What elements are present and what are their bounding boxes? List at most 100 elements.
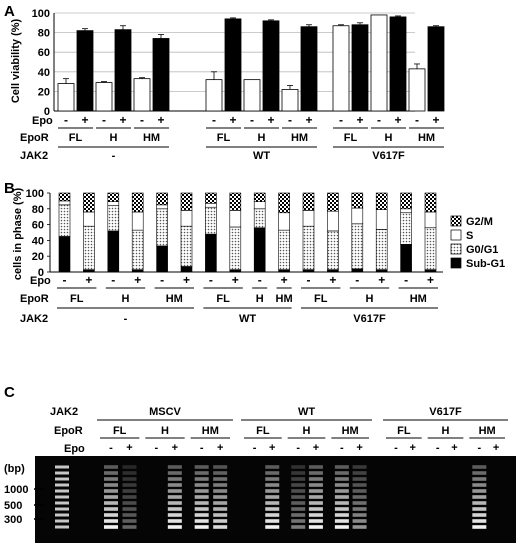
gel-lane-band	[213, 489, 228, 493]
panel-b-bar-segment	[375, 209, 388, 230]
panel-b-y-tick-label: 80	[32, 204, 44, 216]
gel-lane-band	[104, 465, 119, 469]
gel-lane-band	[213, 525, 228, 529]
gel-lane-band	[291, 489, 306, 493]
panel-a-epo-sign: +	[356, 113, 363, 127]
panel-b-epo-sign: -	[111, 273, 115, 287]
panel-b-bar-segment	[253, 192, 266, 202]
gel-epo-label: Epo	[64, 443, 85, 455]
gel-marker-label: 300	[4, 514, 22, 526]
gel-lane-band	[291, 465, 306, 469]
gel-lane-band	[104, 507, 119, 511]
gel-epor-label: HM	[479, 425, 496, 437]
gel-lane-band	[104, 495, 119, 499]
gel-lane-band	[308, 519, 323, 523]
panel-b-bar-segment	[58, 192, 71, 202]
gel-lane-band	[334, 489, 349, 493]
gel-lane-band	[334, 477, 349, 481]
panel-a-epor-label: HM	[291, 132, 308, 144]
gel-lane-band	[167, 519, 182, 523]
panel-a-bar-epo-plus	[224, 18, 242, 112]
panel-b-bar-segment	[107, 205, 120, 232]
panel-b-bar-segment	[229, 210, 242, 228]
panel-b-epo-sign: -	[160, 273, 164, 287]
gel-ladder-band	[55, 507, 69, 511]
gel-ladder-band	[55, 471, 69, 475]
panel-b-legend-label: G0/G1	[466, 244, 498, 256]
gel-lane-band	[334, 507, 349, 511]
panel-b-bar-segment	[327, 230, 339, 270]
gel-lane-band	[472, 519, 487, 523]
panel-a-bar-epo-minus	[281, 89, 299, 112]
panel-b-bar-segment	[424, 211, 437, 229]
panel-b-bar-segment	[278, 229, 290, 270]
panel-a-epor-row-label: EpoR	[20, 132, 49, 144]
panel-b-bar-segment	[424, 269, 437, 273]
gel-image	[35, 456, 516, 543]
panel-b-legend-label: S	[466, 230, 473, 242]
panel-a-bar-epo-plus	[427, 26, 445, 112]
panel-b-epor-label: FL	[216, 293, 230, 305]
panel-a-bar-epo-minus	[133, 78, 151, 112]
panel-a-epo-sign: -	[212, 113, 216, 127]
gel-lane-band	[265, 525, 280, 529]
gel-lane-band	[265, 477, 280, 481]
panel-b-epo-sign: +	[183, 273, 190, 287]
gel-lane-band	[472, 465, 487, 469]
panel-b-legend-swatch	[450, 257, 462, 269]
panel-a-bar-epo-plus	[262, 20, 280, 112]
gel-lane-band	[194, 519, 209, 523]
panel-b-bar-segment	[375, 269, 388, 273]
panel-b-bar-segment	[424, 192, 437, 213]
panel-b-bar-segment	[83, 269, 95, 273]
gel-epo-sign: -	[253, 442, 257, 454]
gel-lane-band	[122, 465, 137, 469]
panel-b-bar-segment	[205, 202, 217, 208]
panel-a-epor-label: HM	[143, 132, 160, 144]
panel-b-epo-sign: +	[378, 273, 385, 287]
gel-ladder-band	[55, 519, 69, 523]
gel-epor-label: FL	[113, 425, 127, 437]
gel-lane-band	[334, 519, 349, 523]
panel-b-bar-segment	[131, 269, 144, 273]
gel-lane-band	[265, 471, 280, 475]
gel-epor-label: HM	[202, 425, 219, 437]
panel-b-bar-segment	[253, 208, 266, 229]
panel-b-bar-segment	[278, 212, 290, 231]
panel-a-epo-sign: +	[394, 113, 401, 127]
gel-epo-sign: +	[493, 442, 499, 454]
gel-jak2-label: JAK2	[50, 406, 78, 418]
gel-lane-band	[194, 489, 209, 493]
gel-lane-band	[167, 495, 182, 499]
gel-epo-sign: -	[340, 442, 344, 454]
panel-b-bar-segment	[278, 192, 290, 214]
gel-lane-band	[472, 507, 487, 511]
panel-a-epo-sign: +	[119, 113, 126, 127]
panel-a-y-tick-label: 0	[44, 106, 50, 118]
panel-b-epo-sign: -	[209, 273, 213, 287]
gel-lane-band	[308, 495, 323, 499]
panel-a-y-tick-label: 100	[32, 8, 50, 20]
panel-b-bar-segment	[375, 192, 388, 210]
gel-lane-band	[472, 489, 487, 493]
panel-a-epo-sign: -	[250, 113, 254, 127]
gel-lane-band	[291, 525, 306, 529]
panel-a-bar-epo-plus	[389, 16, 407, 112]
gel-epo-sign: +	[356, 442, 362, 454]
gel-lane-band	[334, 495, 349, 499]
gel-lane-band	[472, 477, 487, 481]
panel-b-legend-label: Sub-G1	[466, 258, 505, 270]
panel-a-epor-label: HM	[418, 132, 435, 144]
panel-b-epor-label: FL	[314, 293, 328, 305]
gel-lane-band	[308, 465, 323, 469]
gel-group-label: MSCV	[149, 406, 181, 418]
gel-lane-band	[265, 495, 280, 499]
gel-epo-sign: -	[155, 442, 159, 454]
panel-a-epo-sign: -	[140, 113, 144, 127]
gel-epo-sign: -	[436, 442, 440, 454]
panel-b-bar-segment	[229, 192, 242, 211]
panel-a-epor-label: H	[110, 132, 118, 144]
gel-lane-band	[334, 471, 349, 475]
gel-ladder-band	[55, 525, 69, 529]
